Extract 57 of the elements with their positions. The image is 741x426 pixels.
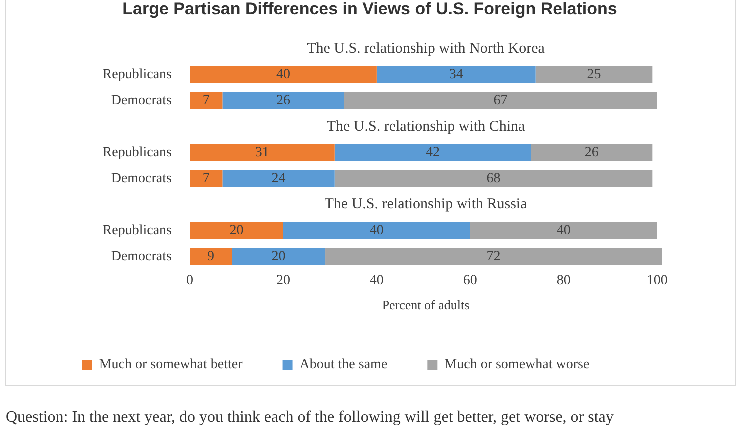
data-label: 31 [255,145,270,160]
legend-label: Much or somewhat better [99,358,244,373]
bar [232,248,326,266]
annotation: The U.S. relationship with Russia [324,196,528,213]
bar [222,92,344,110]
data-label: 7 [202,171,210,186]
x-tick-label: 60 [463,274,478,289]
data-label: 20 [230,223,244,238]
x-axis-title: Percent of adults [382,298,470,313]
data-label: 24 [272,171,286,186]
data-label: 26 [276,94,290,109]
x-tick-label: 0 [186,274,194,289]
bar [536,66,653,84]
data-label: 9 [208,249,215,264]
bar [222,170,335,188]
bar [326,248,662,266]
data-label: 72 [486,249,501,264]
data-label: 7 [202,94,210,109]
bar [190,92,223,110]
data-label: 40 [556,223,571,238]
bar [190,144,335,162]
legend-label: Much or somewhat worse [444,358,590,373]
bar [190,222,284,240]
chart-title: Large Partisan Differences in Views of U.S. Foreign Relations [122,0,618,19]
data-label: 67 [494,94,508,109]
data-label: 40 [370,223,384,238]
data-label: 68 [486,171,501,186]
y-tick-label: Republicans [102,223,172,238]
data-label: 42 [426,145,440,160]
x-tick-label: 80 [556,274,571,289]
y-tick-label: Democrats [111,94,172,109]
annotation: The U.S. relationship with China [326,118,526,135]
bar [334,144,532,162]
bar [376,66,536,84]
data-label: 20 [272,249,286,264]
bar [470,222,658,240]
bar [283,222,470,240]
data-label: 40 [276,68,290,83]
bar [334,170,653,188]
data-label: 26 [584,145,599,160]
bar [190,170,223,188]
annotation: The U.S. relationship with North Korea [307,40,546,57]
bar [190,248,232,266]
bar [344,92,658,110]
x-tick-label: 40 [370,274,384,289]
data-label: 34 [449,68,464,83]
y-tick-label: Democrats [111,171,172,186]
y-tick-label: Democrats [111,249,172,264]
y-tick-label: Republicans [102,145,172,160]
legend-label: About the same [300,358,388,373]
bar [190,66,377,84]
x-tick-label: 100 [646,274,668,289]
y-tick-label: Republicans [102,68,172,83]
bar [531,144,653,162]
data-label: 25 [587,68,602,83]
text: Question: In the next year, do you think each of the following will get better, get worse, or stay [6,409,614,426]
x-tick-label: 20 [276,274,290,289]
